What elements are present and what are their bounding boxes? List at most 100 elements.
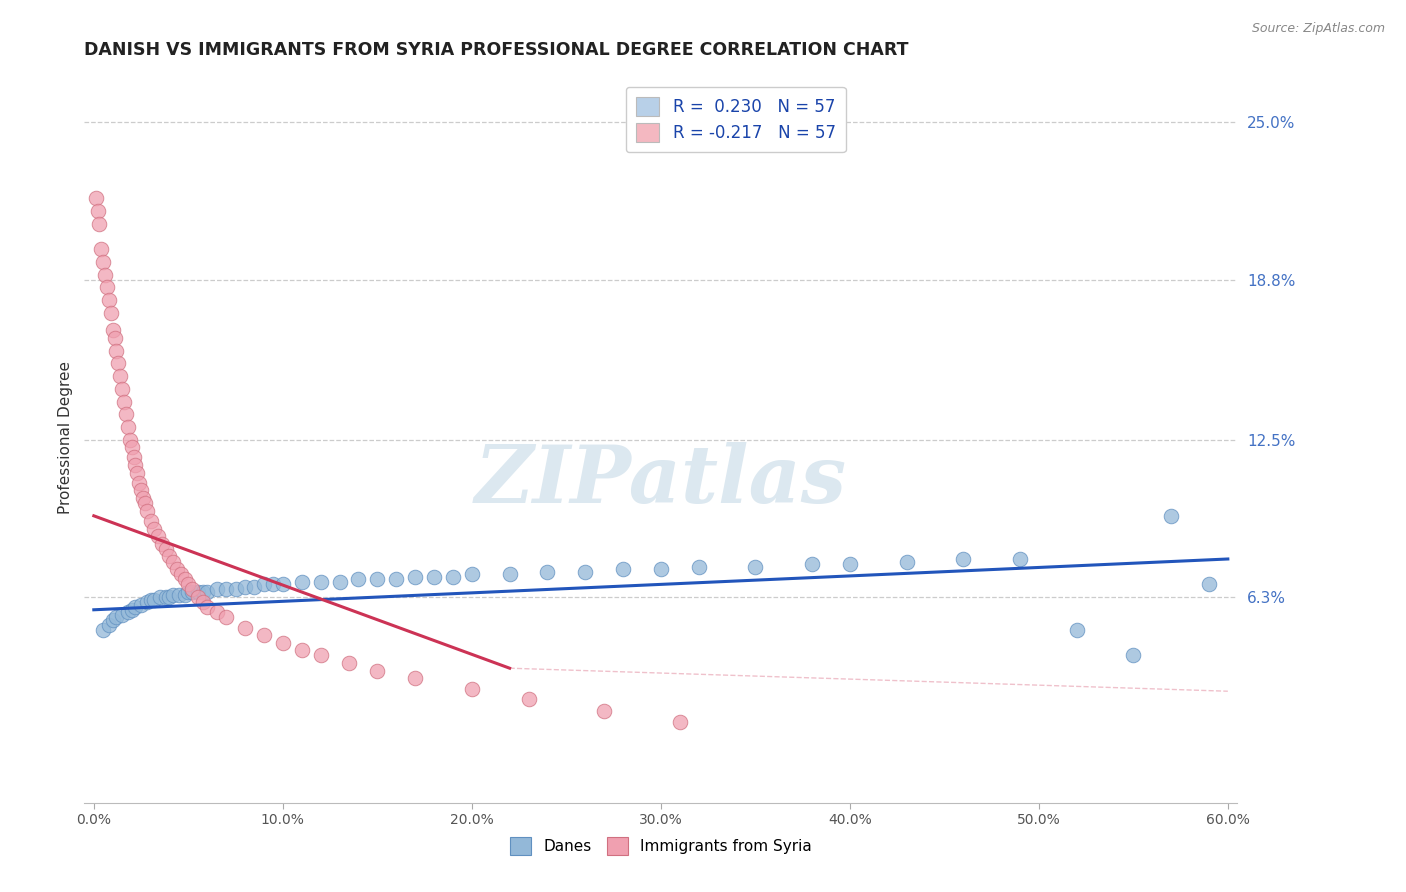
Point	[253, 628, 276, 642]
Point	[127, 466, 149, 480]
Point	[1122, 648, 1144, 663]
Point	[952, 552, 974, 566]
Point	[155, 541, 177, 556]
Point	[215, 610, 238, 624]
Point	[838, 557, 860, 571]
Text: Source: ZipAtlas.com: Source: ZipAtlas.com	[1251, 22, 1385, 36]
Point	[498, 567, 520, 582]
Point	[441, 570, 464, 584]
Point	[177, 585, 200, 599]
Point	[111, 382, 134, 396]
Point	[115, 407, 138, 421]
Point	[132, 491, 155, 505]
Point	[366, 572, 388, 586]
Point	[139, 592, 162, 607]
Point	[536, 565, 558, 579]
Point	[205, 582, 228, 597]
Point	[233, 621, 256, 635]
Point	[91, 255, 114, 269]
Point	[404, 570, 426, 584]
Point	[173, 572, 195, 586]
Point	[744, 559, 766, 574]
Point	[1160, 508, 1182, 523]
Point	[129, 598, 152, 612]
Point	[121, 603, 143, 617]
Point	[517, 691, 540, 706]
Point	[1198, 577, 1220, 591]
Point	[143, 592, 166, 607]
Point	[181, 582, 204, 597]
Point	[195, 600, 218, 615]
Point	[650, 562, 672, 576]
Point	[195, 585, 218, 599]
Point	[187, 585, 209, 599]
Point	[100, 305, 122, 319]
Point	[135, 504, 157, 518]
Point	[181, 585, 204, 599]
Point	[1066, 623, 1088, 637]
Point	[121, 440, 143, 454]
Point	[111, 607, 134, 622]
Point	[215, 582, 238, 597]
Point	[107, 356, 129, 370]
Point	[162, 555, 184, 569]
Point	[129, 483, 152, 498]
Point	[193, 585, 215, 599]
Point	[97, 618, 120, 632]
Point	[337, 656, 360, 670]
Point	[461, 681, 484, 696]
Text: ZIPatlas: ZIPatlas	[475, 442, 846, 520]
Point	[112, 394, 135, 409]
Point	[143, 521, 166, 535]
Point	[1008, 552, 1031, 566]
Point	[233, 580, 256, 594]
Point	[110, 369, 132, 384]
Point	[801, 557, 824, 571]
Point	[91, 623, 114, 637]
Point	[117, 420, 139, 434]
Point	[134, 496, 156, 510]
Point	[124, 600, 146, 615]
Legend: Danes, Immigrants from Syria: Danes, Immigrants from Syria	[503, 831, 818, 861]
Point	[96, 280, 118, 294]
Point	[105, 343, 128, 358]
Point	[170, 567, 193, 582]
Point	[461, 567, 484, 582]
Point	[205, 605, 228, 619]
Point	[157, 590, 180, 604]
Point	[94, 268, 117, 282]
Point	[366, 664, 388, 678]
Point	[118, 433, 141, 447]
Point	[173, 588, 195, 602]
Point	[423, 570, 446, 584]
Point	[167, 588, 190, 602]
Point	[135, 595, 157, 609]
Point	[162, 588, 184, 602]
Point	[291, 574, 314, 589]
Point	[612, 562, 634, 576]
Point	[347, 572, 370, 586]
Point	[404, 671, 426, 685]
Point	[149, 590, 172, 604]
Point	[309, 574, 332, 589]
Point	[243, 580, 266, 594]
Point	[101, 323, 124, 337]
Point	[668, 714, 690, 729]
Point	[90, 242, 112, 256]
Point	[150, 537, 173, 551]
Point	[253, 577, 276, 591]
Point	[593, 705, 616, 719]
Point	[101, 613, 124, 627]
Point	[193, 595, 215, 609]
Point	[146, 529, 169, 543]
Point	[128, 475, 150, 490]
Point	[688, 559, 710, 574]
Point	[89, 217, 111, 231]
Point	[291, 643, 314, 657]
Point	[104, 331, 127, 345]
Point	[225, 582, 247, 597]
Point	[896, 555, 918, 569]
Point	[328, 574, 350, 589]
Point	[574, 565, 596, 579]
Point	[97, 293, 120, 307]
